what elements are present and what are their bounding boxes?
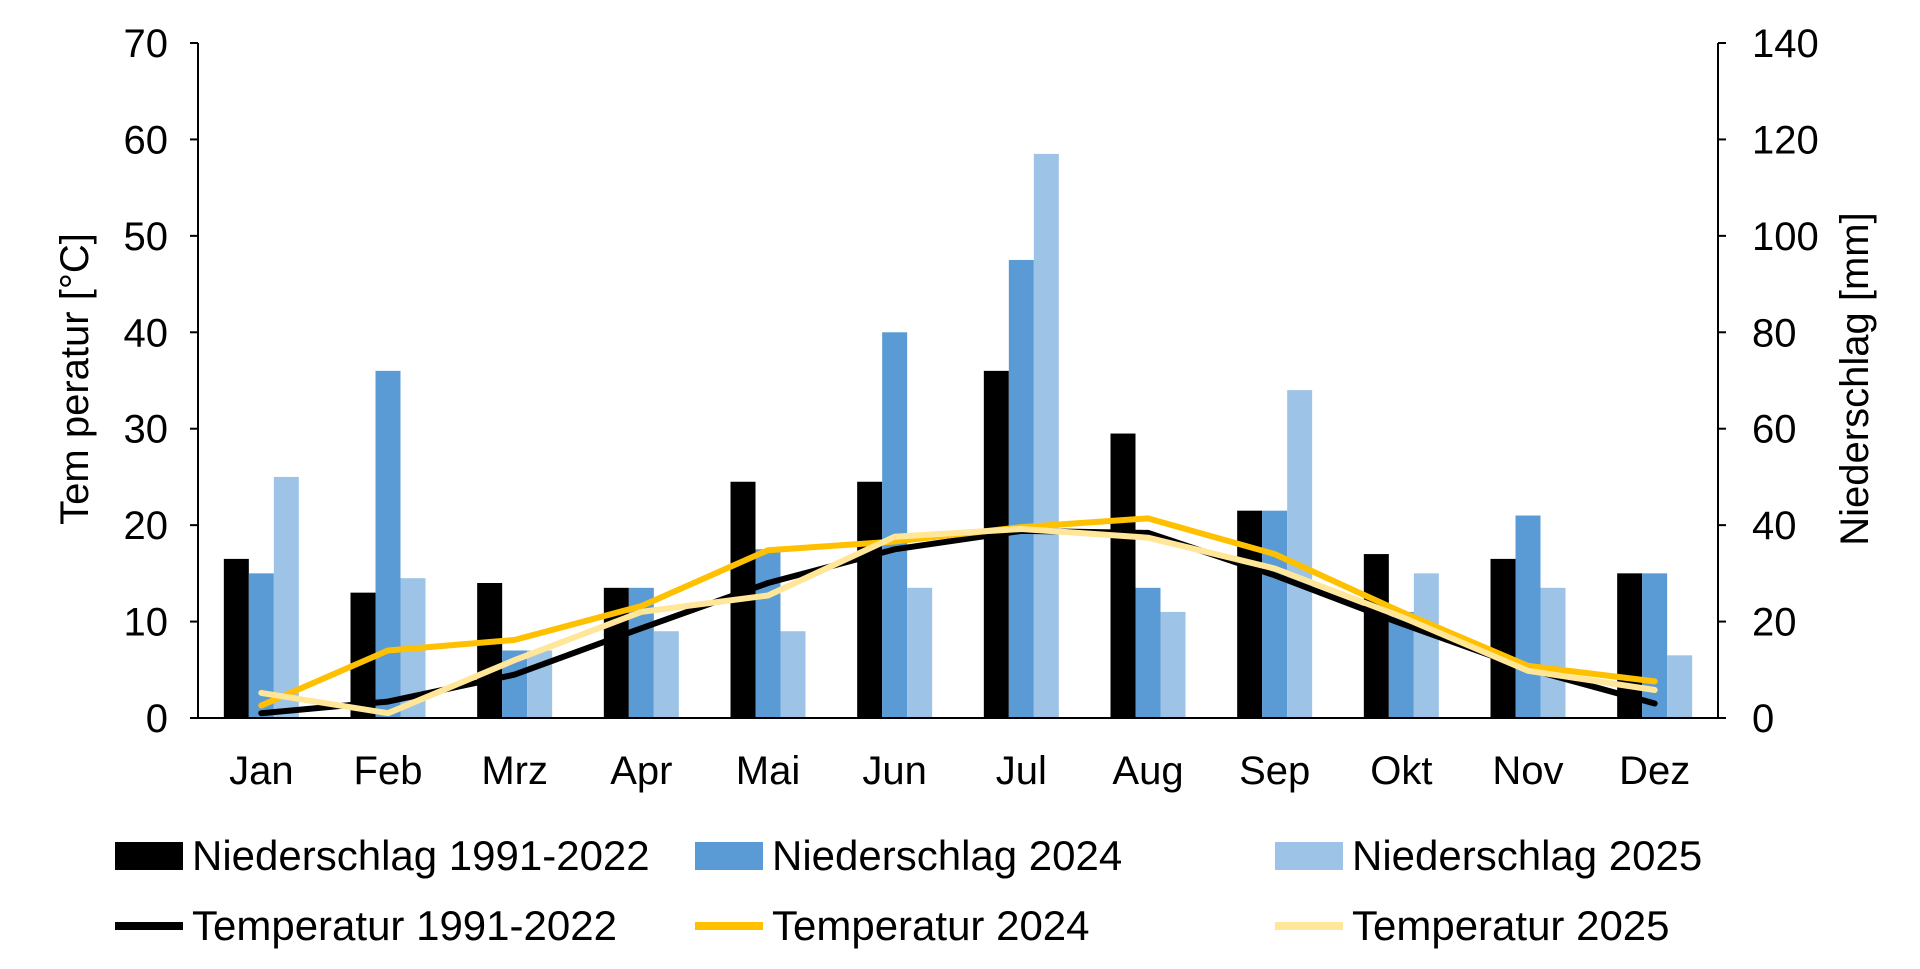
bar-niederschlag-1991-2022-mrz — [477, 583, 503, 718]
bar-niederschlag-2025-mai — [780, 631, 806, 718]
x-tick-label: Jan — [229, 749, 294, 793]
legend-swatch-niederschlag-2025 — [1275, 842, 1343, 870]
legend: Niederschlag 1991-2022 Niederschlag 2024… — [115, 832, 1702, 949]
x-tick-label: Feb — [354, 749, 423, 793]
bar-niederschlag-2025-sep — [1287, 390, 1313, 718]
bar-niederschlag-2025-okt — [1413, 573, 1439, 718]
right-tick-label: 80 — [1752, 311, 1797, 355]
bar-niederschlag-2025-dez — [1667, 655, 1693, 718]
left-tick-label: 20 — [124, 504, 169, 548]
right-tick-label: 0 — [1752, 697, 1774, 741]
x-tick-label: Jul — [996, 749, 1047, 793]
legend-swatch-niederschlag-2024 — [695, 842, 763, 870]
bar-niederschlag-1991-2022-aug — [1110, 433, 1136, 718]
x-tick-label: Dez — [1619, 749, 1690, 793]
bar-niederschlag-2024-feb — [375, 370, 401, 718]
x-tick-label: Okt — [1370, 749, 1432, 793]
right-axis-title: Niederschlag [mm] — [1833, 212, 1877, 545]
left-tick-label: 10 — [124, 601, 169, 645]
legend-label-temperatur-2024: Temperatur 2024 — [772, 902, 1090, 949]
line-temperatur-1991-2022 — [258, 527, 1658, 717]
bar-niederschlag-2025-nov — [1540, 587, 1566, 718]
left-tick-label: 70 — [124, 22, 169, 66]
bar-niederschlag-2025-jul — [1033, 153, 1059, 719]
legend-label-temperatur-2025: Temperatur 2025 — [1352, 902, 1670, 949]
x-tick-label: Nov — [1492, 749, 1563, 793]
right-tick-label: 100 — [1752, 215, 1819, 259]
bar-niederschlag-2024-jun — [882, 332, 908, 718]
tick-labels: 0 10 20 30 40 50 60 70 0 20 40 60 80 100 120 140 Jan Feb M… — [124, 22, 1819, 793]
bar-niederschlag-1991-2022-okt — [1363, 554, 1389, 718]
bar-niederschlag-2025-jun — [907, 587, 933, 718]
x-tick-label: Sep — [1239, 749, 1310, 793]
axes-layer — [190, 42, 1726, 719]
bar-niederschlag-2025-aug — [1160, 611, 1186, 718]
right-tick-label: 120 — [1752, 118, 1819, 162]
lines-layer — [258, 515, 1658, 717]
bar-niederschlag-1991-2022-jul — [983, 370, 1009, 718]
x-tick-label: Mrz — [481, 749, 548, 793]
bar-niederschlag-2024-nov — [1515, 515, 1541, 718]
left-tick-label: 60 — [124, 118, 169, 162]
right-tick-label: 140 — [1752, 22, 1819, 66]
x-tick-label: Aug — [1112, 749, 1183, 793]
legend-label-temperatur-1991-2022: Temperatur 1991-2022 — [192, 902, 617, 949]
x-tick-label: Jun — [862, 749, 927, 793]
legend-label-niederschlag-1991-2022: Niederschlag 1991-2022 — [192, 832, 650, 879]
bar-niederschlag-1991-2022-nov — [1490, 558, 1516, 718]
bar-niederschlag-2024-jul — [1008, 259, 1034, 718]
left-tick-label: 0 — [146, 697, 168, 741]
right-tick-label: 60 — [1752, 408, 1797, 452]
legend-label-niederschlag-2025: Niederschlag 2025 — [1352, 832, 1702, 879]
x-tick-label: Apr — [610, 749, 672, 793]
bar-niederschlag-2024-sep — [1262, 510, 1288, 718]
left-tick-label: 40 — [124, 311, 169, 355]
bar-niederschlag-1991-2022-jun — [857, 481, 883, 718]
left-tick-label: 30 — [124, 408, 169, 452]
x-tick-label: Mai — [736, 749, 800, 793]
left-axis-title: Tem peratur [°C] — [53, 233, 97, 525]
bar-niederschlag-2024-mai — [755, 549, 781, 718]
line-temperatur-2025 — [258, 526, 1658, 717]
bar-niederschlag-2025-apr — [653, 631, 679, 718]
left-tick-label: 50 — [124, 215, 169, 259]
legend-label-niederschlag-2024: Niederschlag 2024 — [772, 832, 1122, 879]
bar-niederschlag-2024-dez — [1642, 573, 1668, 718]
bar-niederschlag-1991-2022-jan — [223, 558, 249, 718]
right-tick-label: 40 — [1752, 504, 1797, 548]
bars-layer — [223, 153, 1693, 719]
right-tick-label: 20 — [1752, 601, 1797, 645]
legend-swatch-niederschlag-1991-2022 — [115, 842, 183, 870]
bar-niederschlag-2025-jan — [273, 476, 299, 718]
bar-niederschlag-2024-aug — [1135, 587, 1161, 718]
